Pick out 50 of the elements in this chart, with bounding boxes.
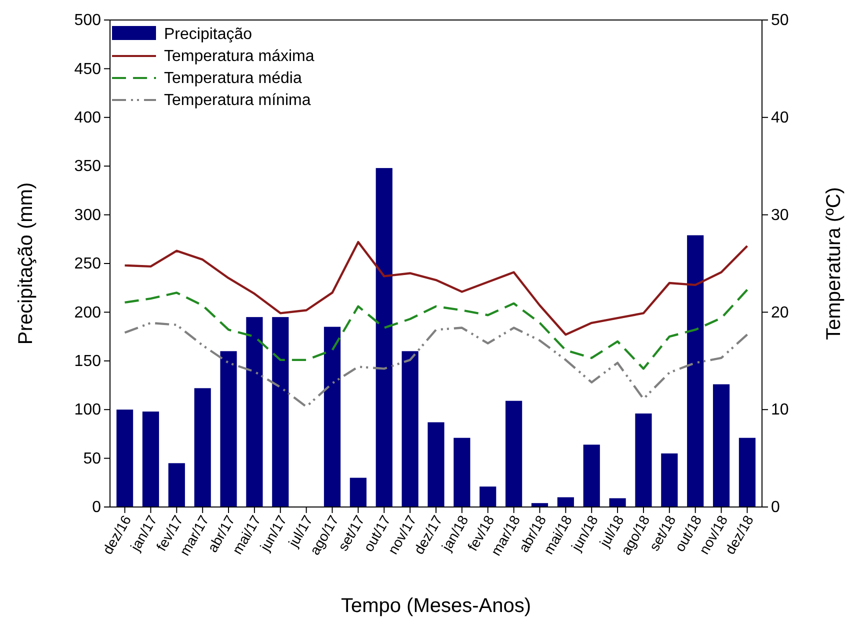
bar [194, 388, 211, 507]
y-tick-label: 50 [83, 450, 102, 468]
bar [506, 400, 522, 507]
legend-label: Precipitação [164, 26, 252, 43]
legend-label: Temperatura mínima [164, 92, 311, 109]
y2-tick-label: 30 [771, 206, 789, 224]
bar [712, 384, 730, 507]
bar [609, 498, 626, 507]
y2-tick-label: 50 [771, 12, 789, 30]
bar [428, 422, 444, 507]
y2-tick-label: 40 [771, 110, 789, 127]
y-tick-label: 200 [74, 304, 102, 322]
bar [350, 478, 366, 507]
bar [480, 486, 496, 507]
y-tick-label: 500 [74, 12, 102, 30]
x-axis-title: Tempo (Meses-Anos) [340, 595, 532, 617]
y-tick-label: 150 [74, 353, 102, 370]
line-series [124, 240, 748, 336]
y2-tick-label: 10 [771, 402, 789, 419]
bar [324, 326, 341, 507]
bar [454, 438, 470, 507]
bar [402, 351, 418, 507]
y2-tick-label: 0 [771, 499, 780, 516]
line-series [124, 288, 748, 370]
y-tick-label: 450 [74, 60, 102, 78]
y2-axis-title: Temperatura (ºC) [823, 187, 845, 340]
legend-label: Temperatura média [164, 70, 302, 87]
y-axis-title: Precipitação (mm) [15, 182, 37, 345]
y-tick-label: 0 [92, 499, 102, 516]
bar [116, 410, 134, 507]
bar [220, 351, 237, 507]
bar [168, 463, 185, 507]
bar [738, 438, 756, 507]
bar [142, 412, 160, 507]
y-tick-label: 350 [74, 158, 102, 176]
bar [687, 235, 704, 507]
y-tick-label: 250 [74, 256, 102, 273]
y-tick-label: 100 [74, 402, 102, 419]
y-tick-label: 300 [74, 206, 102, 224]
bar [376, 168, 392, 507]
bar [583, 444, 600, 507]
line-series [124, 322, 748, 408]
y-tick-label: 400 [74, 110, 102, 127]
y2-tick-label: 20 [771, 304, 789, 322]
bar [661, 453, 678, 507]
bar [557, 497, 574, 507]
bar [246, 317, 263, 507]
bar [272, 317, 289, 507]
legend-label: Temperatura máxima [164, 48, 314, 65]
bar [635, 413, 652, 507]
